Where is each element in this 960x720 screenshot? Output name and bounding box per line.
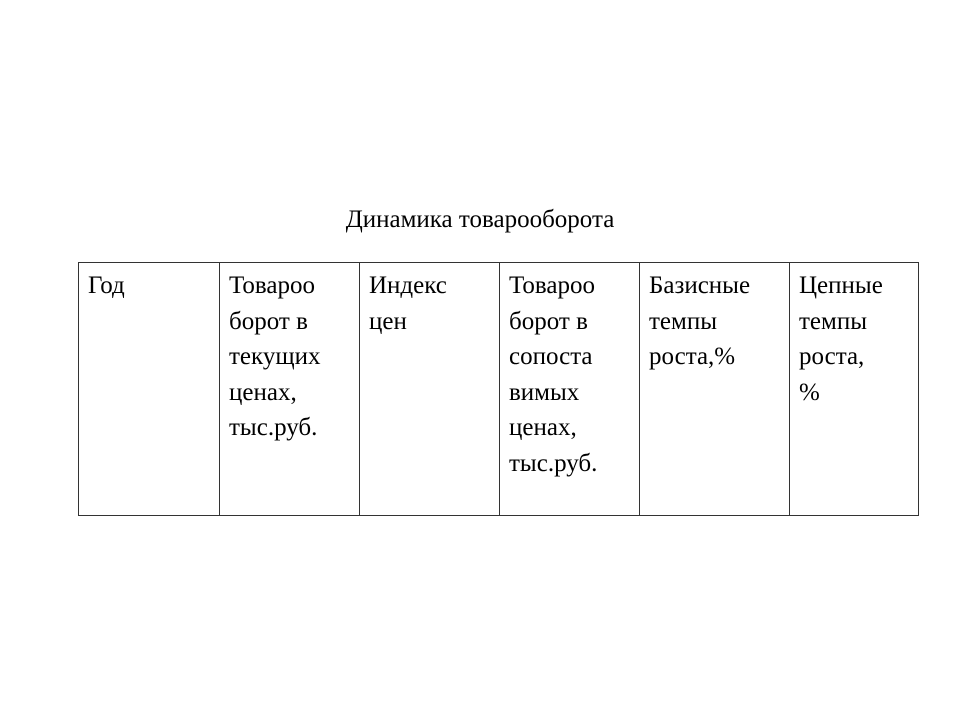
header-turnover-comparable-prices: Товароо борот в сопоста вимых ценах, тыс… — [499, 262, 640, 516]
header-chain-growth-rates: Цепные темпы роста, % — [789, 262, 919, 516]
turnover-table: Год Товароо борот в текущих ценах, тыс.р… — [78, 262, 919, 516]
header-turnover-current-prices: Товароо борот в текущих ценах, тыс.руб. — [219, 262, 360, 516]
header-base-growth-rates: Базисные темпы роста,% — [639, 262, 790, 516]
header-price-index: Индекс цен — [359, 262, 500, 516]
table-title: Динамика товарооборота — [345, 206, 615, 233]
table-header-row: Год Товароо борот в текущих ценах, тыс.р… — [78, 262, 919, 516]
header-year: Год — [78, 262, 220, 516]
